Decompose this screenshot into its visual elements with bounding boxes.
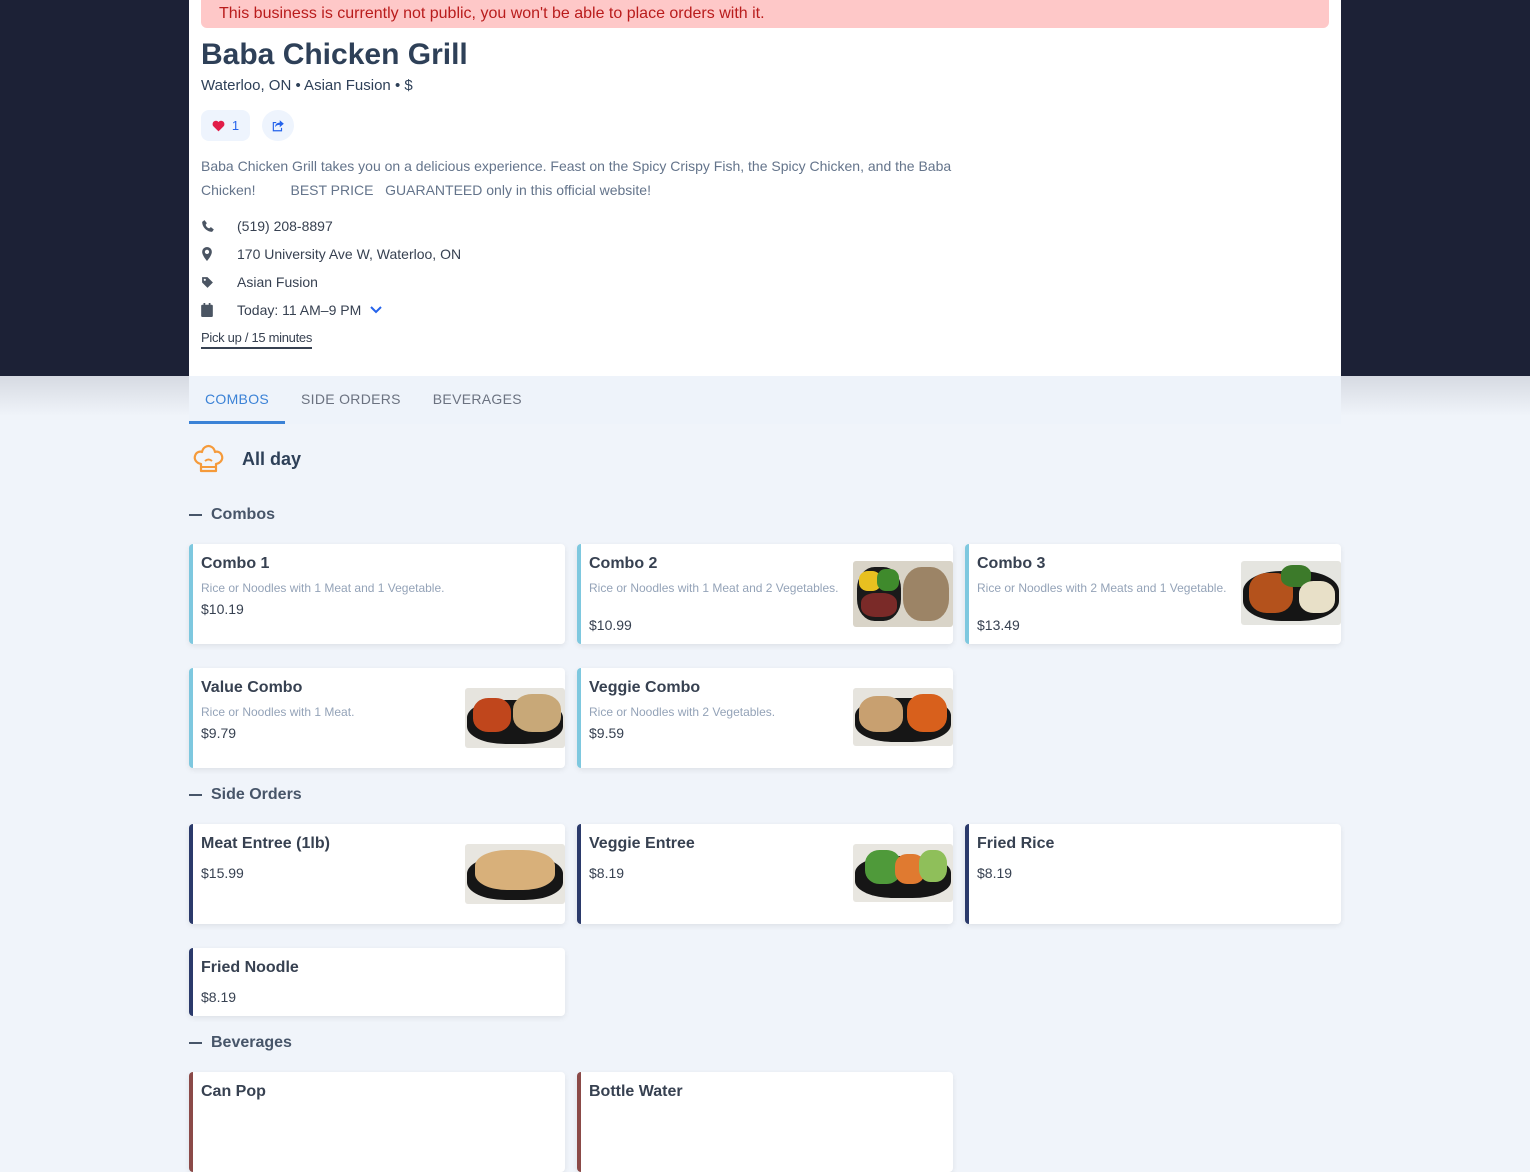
phone-row: (519) 208-8897 <box>201 212 333 240</box>
item-description: Rice or Noodles with 2 Vegetables. <box>589 705 776 719</box>
menu-header: All day <box>192 444 301 474</box>
section-title: Side Orders <box>211 786 302 803</box>
address: 170 University Ave W, Waterloo, ON <box>237 246 462 262</box>
menu-item-card[interactable]: Veggie Entree $8.19 <box>577 824 953 924</box>
pickup-time-link[interactable]: Pick up / 15 minutes <box>201 330 312 349</box>
section-header-beverages[interactable]: Beverages <box>189 1034 292 1052</box>
item-name: Bottle Water <box>589 1083 683 1100</box>
item-image <box>853 561 953 627</box>
business-subtitle: Waterloo, ON • Asian Fusion • $ <box>201 77 413 94</box>
section-title: Beverages <box>211 1034 292 1051</box>
item-description: Rice or Noodles with 2 Meats and 1 Veget… <box>977 581 1227 595</box>
category-row: Asian Fusion <box>201 268 318 296</box>
share-icon <box>272 120 284 132</box>
category: Asian Fusion <box>237 274 318 290</box>
item-image <box>1241 561 1341 625</box>
item-price: $8.19 <box>589 865 625 881</box>
item-name: Veggie Combo <box>589 679 701 696</box>
item-price: $8.19 <box>977 865 1013 881</box>
item-name: Veggie Entree <box>589 835 695 852</box>
collapse-icon <box>189 514 202 516</box>
menu-item-card[interactable]: Value Combo Rice or Noodles with 1 Meat.… <box>189 668 565 768</box>
menu-title: All day <box>242 448 302 469</box>
share-button[interactable] <box>262 110 294 141</box>
business-description: Baba Chicken Grill takes you on a delici… <box>201 158 956 198</box>
item-price: $10.19 <box>201 601 244 617</box>
item-name: Value Combo <box>201 679 303 696</box>
item-price: $9.79 <box>201 725 237 741</box>
heart-icon <box>212 120 225 131</box>
menu-item-card[interactable]: Can Pop <box>189 1072 565 1172</box>
chevron-down-icon[interactable] <box>370 306 382 314</box>
item-image <box>465 844 565 904</box>
item-price: $9.59 <box>589 725 625 741</box>
menu-item-card[interactable]: Fried Noodle $8.19 <box>189 948 565 1016</box>
hours: Today: 11 AM–9 PM <box>237 302 362 318</box>
item-name: Can Pop <box>201 1083 266 1100</box>
item-name: Combo 1 <box>201 555 270 572</box>
item-name: Fried Rice <box>977 835 1055 852</box>
item-price: $15.99 <box>201 865 244 881</box>
menu-item-card[interactable]: Meat Entree (1lb) $15.99 <box>189 824 565 924</box>
section-header-side-orders[interactable]: Side Orders <box>189 786 302 804</box>
item-description: Rice or Noodles with 1 Meat and 2 Vegeta… <box>589 581 839 595</box>
section-title: Combos <box>211 506 275 523</box>
section-header-combos[interactable]: Combos <box>189 506 275 524</box>
calendar-icon <box>201 303 213 317</box>
collapse-icon <box>189 794 202 796</box>
tab-combos[interactable]: COMBOS <box>189 376 286 424</box>
menu-item-card[interactable]: Combo 1 Rice or Noodles with 1 Meat and … <box>189 544 565 644</box>
hours-row[interactable]: Today: 11 AM–9 PM <box>201 296 382 324</box>
item-name: Combo 3 <box>977 555 1046 572</box>
menu-item-card[interactable]: Veggie Combo Rice or Noodles with 2 Vege… <box>577 668 953 768</box>
business-details: Baba Chicken Grill takes you on a delici… <box>201 154 1301 349</box>
alert-text: This business is currently not public, y… <box>219 5 765 22</box>
like-count: 1 <box>231 118 240 133</box>
item-name: Meat Entree (1lb) <box>201 835 330 852</box>
not-public-alert: This business is currently not public, y… <box>201 0 1329 28</box>
item-name: Fried Noodle <box>201 959 299 976</box>
collapse-icon <box>189 1042 202 1044</box>
tag-icon <box>202 276 213 288</box>
phone-icon <box>202 220 214 232</box>
item-price: $10.99 <box>589 617 632 633</box>
tab-beverages[interactable]: BEVERAGES <box>432 391 522 407</box>
item-image <box>853 688 953 746</box>
menu-item-card[interactable]: Fried Rice $8.19 <box>965 824 1341 924</box>
menu-item-card[interactable]: Bottle Water <box>577 1072 953 1172</box>
menu-item-card[interactable]: Combo 3 Rice or Noodles with 2 Meats and… <box>965 544 1341 644</box>
chef-hat-icon <box>193 444 224 473</box>
map-pin-icon <box>202 247 212 261</box>
item-description: Rice or Noodles with 1 Meat. <box>201 705 355 719</box>
business-name: Baba Chicken Grill <box>201 38 468 71</box>
address-row: 170 University Ave W, Waterloo, ON <box>201 240 461 268</box>
item-image <box>853 844 953 902</box>
tab-side-orders[interactable]: SIDE ORDERS <box>301 391 401 407</box>
item-price: $13.49 <box>977 617 1020 633</box>
menu-tabs: COMBOS SIDE ORDERS BEVERAGES <box>189 376 1341 424</box>
item-name: Combo 2 <box>589 555 658 572</box>
item-image <box>465 688 565 748</box>
like-button[interactable]: 1 <box>201 110 250 141</box>
item-price: $8.19 <box>201 989 237 1005</box>
menu-item-card[interactable]: Combo 2 Rice or Noodles with 1 Meat and … <box>577 544 953 644</box>
item-description: Rice or Noodles with 1 Meat and 1 Vegeta… <box>201 581 445 595</box>
phone-number[interactable]: (519) 208-8897 <box>237 218 333 234</box>
business-header: This business is currently not public, y… <box>189 0 1341 376</box>
